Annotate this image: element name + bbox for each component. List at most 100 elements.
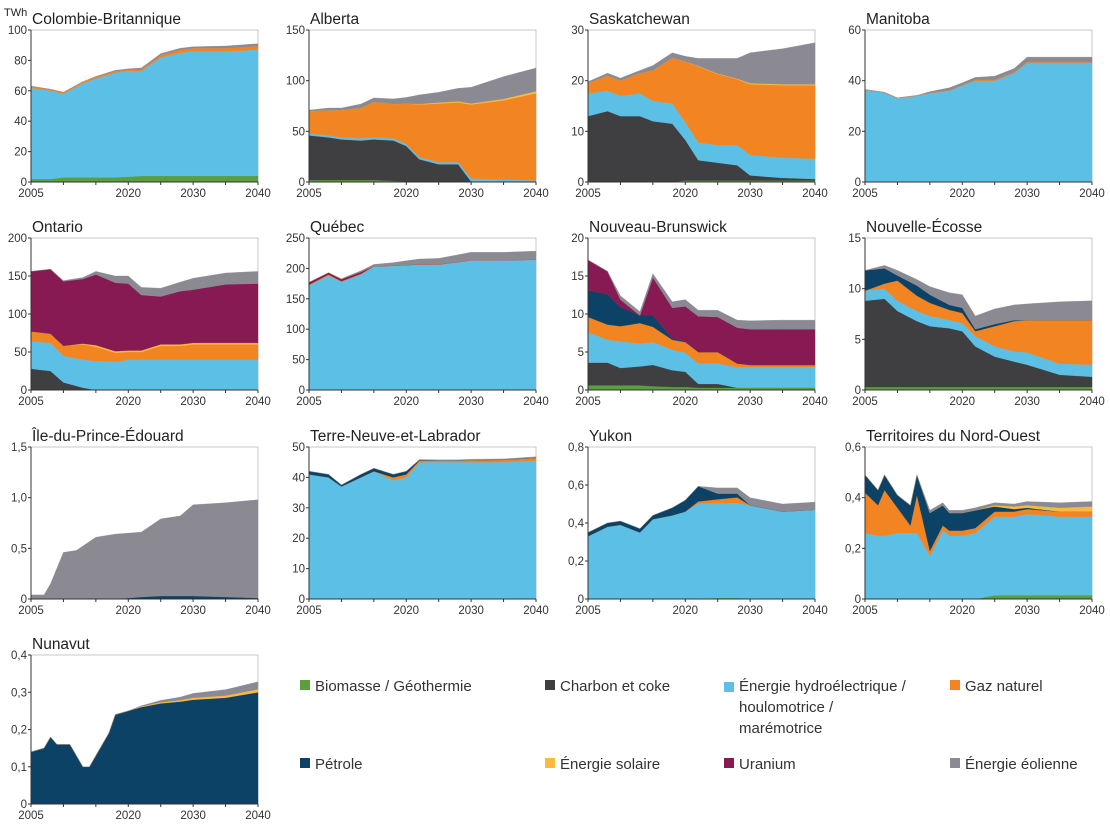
y-tick-label: 200 — [8, 233, 27, 245]
legend-item-uranium: Uranium — [724, 754, 796, 775]
x-tick-label: 2030 — [737, 188, 763, 200]
y-tick-label: 50 — [292, 355, 305, 367]
x-tick-label: 2005 — [575, 605, 601, 617]
y-tick-label: 20 — [292, 533, 305, 545]
x-tick-label: 2040 — [523, 188, 549, 200]
x-tick-label: 2005 — [852, 605, 878, 617]
y-tick-label: 200 — [286, 263, 305, 275]
x-tick-label: 2030 — [1014, 188, 1040, 200]
area-wind — [864, 56, 1093, 99]
y-tick-label: 10 — [848, 284, 861, 296]
x-tick-label: 2040 — [1079, 188, 1105, 200]
legend-item-solar: Énergie solaire — [545, 754, 660, 775]
y-tick-label: 0 — [855, 177, 861, 189]
y-tick-label: 100 — [8, 309, 27, 321]
y-tick-label: 0 — [578, 594, 584, 606]
area-oil — [30, 692, 259, 805]
x-tick-label: 2030 — [458, 188, 484, 200]
x-tick-label: 2030 — [737, 396, 763, 408]
legend-swatch-gas — [950, 680, 960, 690]
x-tick-label: 2020 — [115, 605, 141, 617]
x-tick-label: 2030 — [180, 396, 206, 408]
area-wind — [587, 486, 816, 533]
y-tick-label: 150 — [8, 271, 27, 283]
legend-item-coal: Charbon et coke — [545, 676, 670, 697]
y-tick-label: 30 — [571, 25, 584, 37]
x-tick-label: 2040 — [245, 396, 271, 408]
y-tick-label: 250 — [286, 233, 305, 245]
y-tick-label: 50 — [292, 442, 305, 454]
panel-title: Saskatchewan — [589, 11, 690, 28]
y-tick-label: 40 — [292, 472, 305, 484]
area-wind — [587, 259, 816, 330]
y-tick-label: 100 — [286, 76, 305, 88]
x-tick-label: 2020 — [393, 188, 419, 200]
legend-item-gas: Gaz naturel — [950, 676, 1043, 697]
panel-4: 0 50 100 150 200 2005 2020 2030 2040 Ontario — [8, 219, 271, 408]
area-wind — [864, 265, 1093, 330]
x-tick-label: 2020 — [672, 396, 698, 408]
y-tick-label: 5 — [578, 347, 584, 359]
y-tick-label: 0 — [578, 385, 584, 397]
x-tick-label: 2005 — [852, 188, 878, 200]
y-tick-label: 100 — [286, 324, 305, 336]
legend-swatch-uranium — [724, 758, 734, 768]
legend-label: Biomasse / Géothermie — [315, 678, 472, 695]
x-tick-label: 2020 — [949, 188, 975, 200]
x-tick-label: 2030 — [1014, 605, 1040, 617]
panel-8: 0 0,5 1,0 1,5 2005 2020 2030 2040 Île-du-Prince-… — [11, 428, 271, 617]
x-tick-label: 2020 — [115, 188, 141, 200]
x-tick-label: 2020 — [949, 396, 975, 408]
panel-title: Yukon — [589, 428, 632, 445]
panel-6: 0 5 10 15 20 2005 2020 2030 2040 Nouveau-Brunswic… — [571, 219, 828, 408]
x-tick-label: 2005 — [296, 396, 322, 408]
y-tick-label: 0 — [21, 594, 27, 606]
y-tick-label: 10 — [292, 564, 305, 576]
y-tick-label: 15 — [571, 271, 584, 283]
y-tick-label: 0 — [299, 177, 305, 189]
legend-swatch-hydro — [724, 682, 734, 692]
y-tick-label: 0,2 — [568, 556, 584, 568]
x-tick-label: 2005 — [296, 605, 322, 617]
x-tick-label: 2030 — [180, 810, 206, 822]
x-tick-label: 2030 — [1014, 396, 1040, 408]
x-tick-label: 2040 — [523, 605, 549, 617]
area-wind — [864, 474, 1093, 514]
legend-swatch-solar — [545, 758, 555, 768]
x-tick-label: 2020 — [949, 605, 975, 617]
area-hydro — [308, 460, 537, 600]
panel-title: Nunavut — [32, 636, 90, 653]
panel-12: 0 0,1 0,2 0,3 0,4 2005 2020 2030 2040 Nunavut — [11, 636, 271, 822]
area-wind — [308, 67, 537, 112]
y-tick-label: 0,3 — [11, 687, 27, 699]
y-tick-label: 20 — [848, 126, 861, 138]
area-wind — [308, 250, 537, 283]
y-tick-label: 60 — [848, 25, 861, 37]
y-tick-label: 0,4 — [568, 518, 585, 530]
panel-7: 0 5 10 15 2005 2020 2030 2040 Nouvelle-Écosse — [848, 219, 1105, 408]
y-tick-label: 0 — [855, 385, 861, 397]
y-tick-label: 150 — [286, 294, 305, 306]
y-tick-label: 1,5 — [11, 442, 27, 454]
legend-swatch-oil — [300, 758, 310, 768]
y-tick-label: 40 — [848, 76, 861, 88]
y-tick-label: 0 — [21, 177, 27, 189]
area-wind — [30, 43, 259, 93]
y-tick-label: 20 — [571, 233, 584, 245]
y-tick-label: 30 — [292, 503, 305, 515]
y-unit-label: TWh — [4, 7, 27, 19]
x-tick-label: 2040 — [523, 396, 549, 408]
panel-title: Alberta — [310, 11, 359, 28]
y-tick-label: 80 — [14, 55, 27, 67]
panel-title: Ontario — [32, 219, 83, 236]
legend-swatch-coal — [545, 680, 555, 690]
area-wind — [30, 269, 259, 297]
y-tick-label: 50 — [14, 347, 27, 359]
panel-11: 0 0,2 0,4 0,6 2005 2020 2030 2040 Territoires du… — [845, 428, 1105, 617]
area-wind — [587, 42, 816, 85]
x-tick-label: 2020 — [115, 396, 141, 408]
x-tick-label: 2030 — [180, 188, 206, 200]
x-tick-label: 2005 — [852, 396, 878, 408]
y-tick-label: 150 — [286, 25, 305, 37]
